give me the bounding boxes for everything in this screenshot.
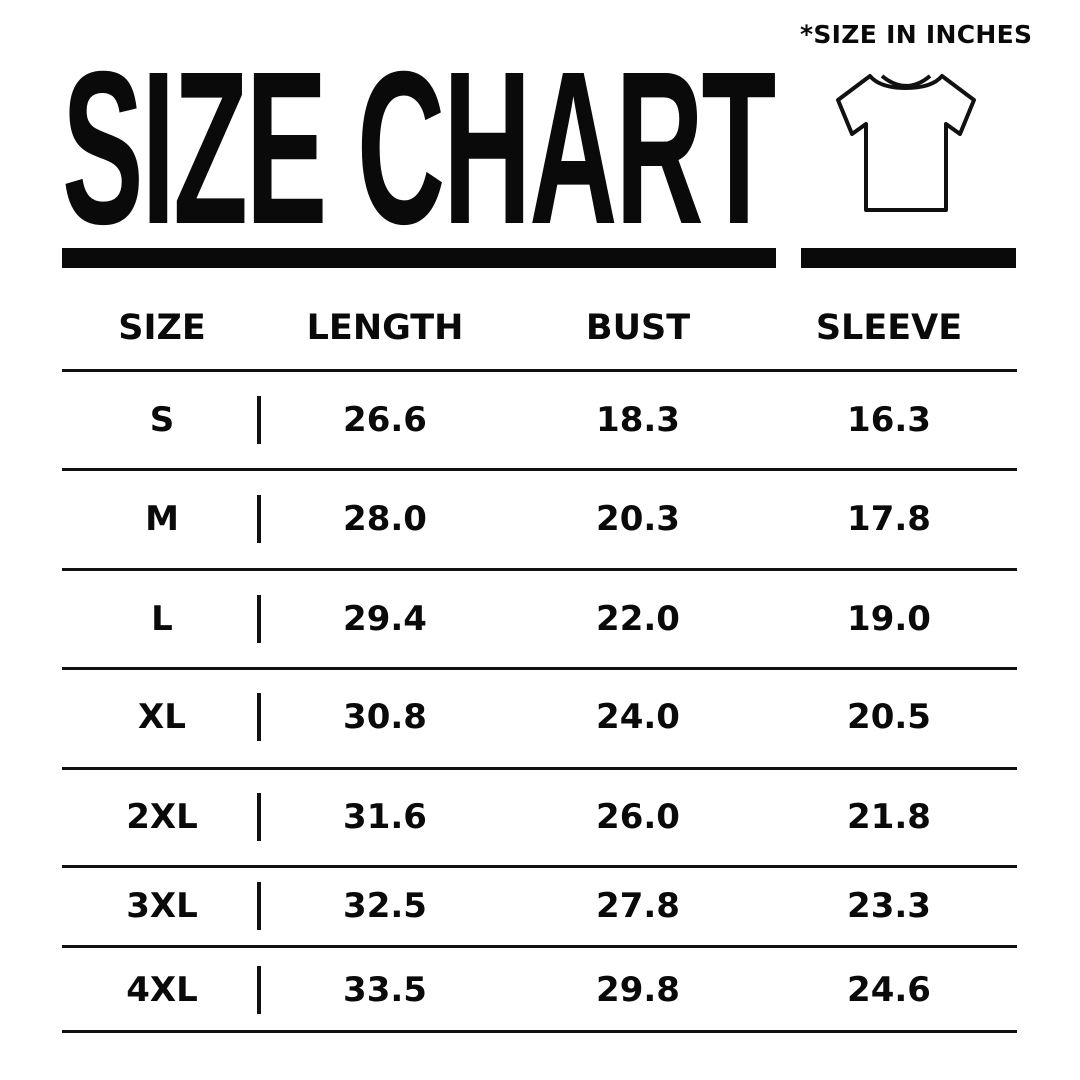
cell-length: 33.5 bbox=[343, 970, 427, 1010]
cell-sleeve: 17.8 bbox=[847, 499, 931, 539]
cell-length: 26.6 bbox=[343, 400, 427, 440]
cell-bust: 27.8 bbox=[596, 886, 680, 926]
cell-size: 4XL bbox=[126, 970, 198, 1010]
page-title: SIZE CHART bbox=[62, 27, 776, 270]
cell-size: 3XL bbox=[126, 886, 198, 926]
row-divider bbox=[62, 1030, 1017, 1033]
header-length: LENGTH bbox=[306, 308, 464, 348]
column-separator bbox=[257, 595, 261, 643]
cell-bust: 29.8 bbox=[596, 970, 680, 1010]
header-bust: BUST bbox=[585, 308, 691, 348]
cell-bust: 26.0 bbox=[596, 797, 680, 837]
cell-length: 32.5 bbox=[343, 886, 427, 926]
column-separator bbox=[257, 793, 261, 841]
row-divider bbox=[62, 468, 1017, 471]
column-separator bbox=[257, 882, 261, 930]
cell-sleeve: 23.3 bbox=[847, 886, 931, 926]
row-divider bbox=[62, 568, 1017, 571]
cell-size: M bbox=[145, 499, 179, 539]
cell-size: XL bbox=[138, 697, 186, 737]
cell-length: 31.6 bbox=[343, 797, 427, 837]
column-separator bbox=[257, 495, 261, 543]
column-separator bbox=[257, 693, 261, 741]
row-divider bbox=[62, 767, 1017, 770]
cell-size: 2XL bbox=[126, 797, 198, 837]
cell-sleeve: 19.0 bbox=[847, 599, 931, 639]
title-underline bbox=[62, 248, 776, 268]
cell-sleeve: 24.6 bbox=[847, 970, 931, 1010]
row-divider bbox=[62, 369, 1017, 372]
cell-length: 28.0 bbox=[343, 499, 427, 539]
cell-bust: 18.3 bbox=[596, 400, 680, 440]
cell-bust: 22.0 bbox=[596, 599, 680, 639]
column-separator bbox=[257, 396, 261, 444]
cell-bust: 24.0 bbox=[596, 697, 680, 737]
cell-sleeve: 16.3 bbox=[847, 400, 931, 440]
column-separator bbox=[257, 966, 261, 1014]
cell-bust: 20.3 bbox=[596, 499, 680, 539]
cell-sleeve: 20.5 bbox=[847, 697, 931, 737]
row-divider bbox=[62, 945, 1017, 948]
cell-length: 30.8 bbox=[343, 697, 427, 737]
cell-size: L bbox=[151, 599, 173, 639]
row-divider bbox=[62, 865, 1017, 868]
icon-underline bbox=[801, 248, 1016, 268]
row-divider bbox=[62, 667, 1017, 670]
header-size: SIZE bbox=[118, 308, 206, 348]
t-shirt-icon bbox=[836, 74, 976, 212]
cell-length: 29.4 bbox=[343, 599, 427, 639]
cell-size: S bbox=[149, 400, 175, 440]
cell-sleeve: 21.8 bbox=[847, 797, 931, 837]
header-sleeve: SLEEVE bbox=[815, 308, 963, 348]
units-note: *SIZE IN INCHES bbox=[800, 20, 1033, 49]
